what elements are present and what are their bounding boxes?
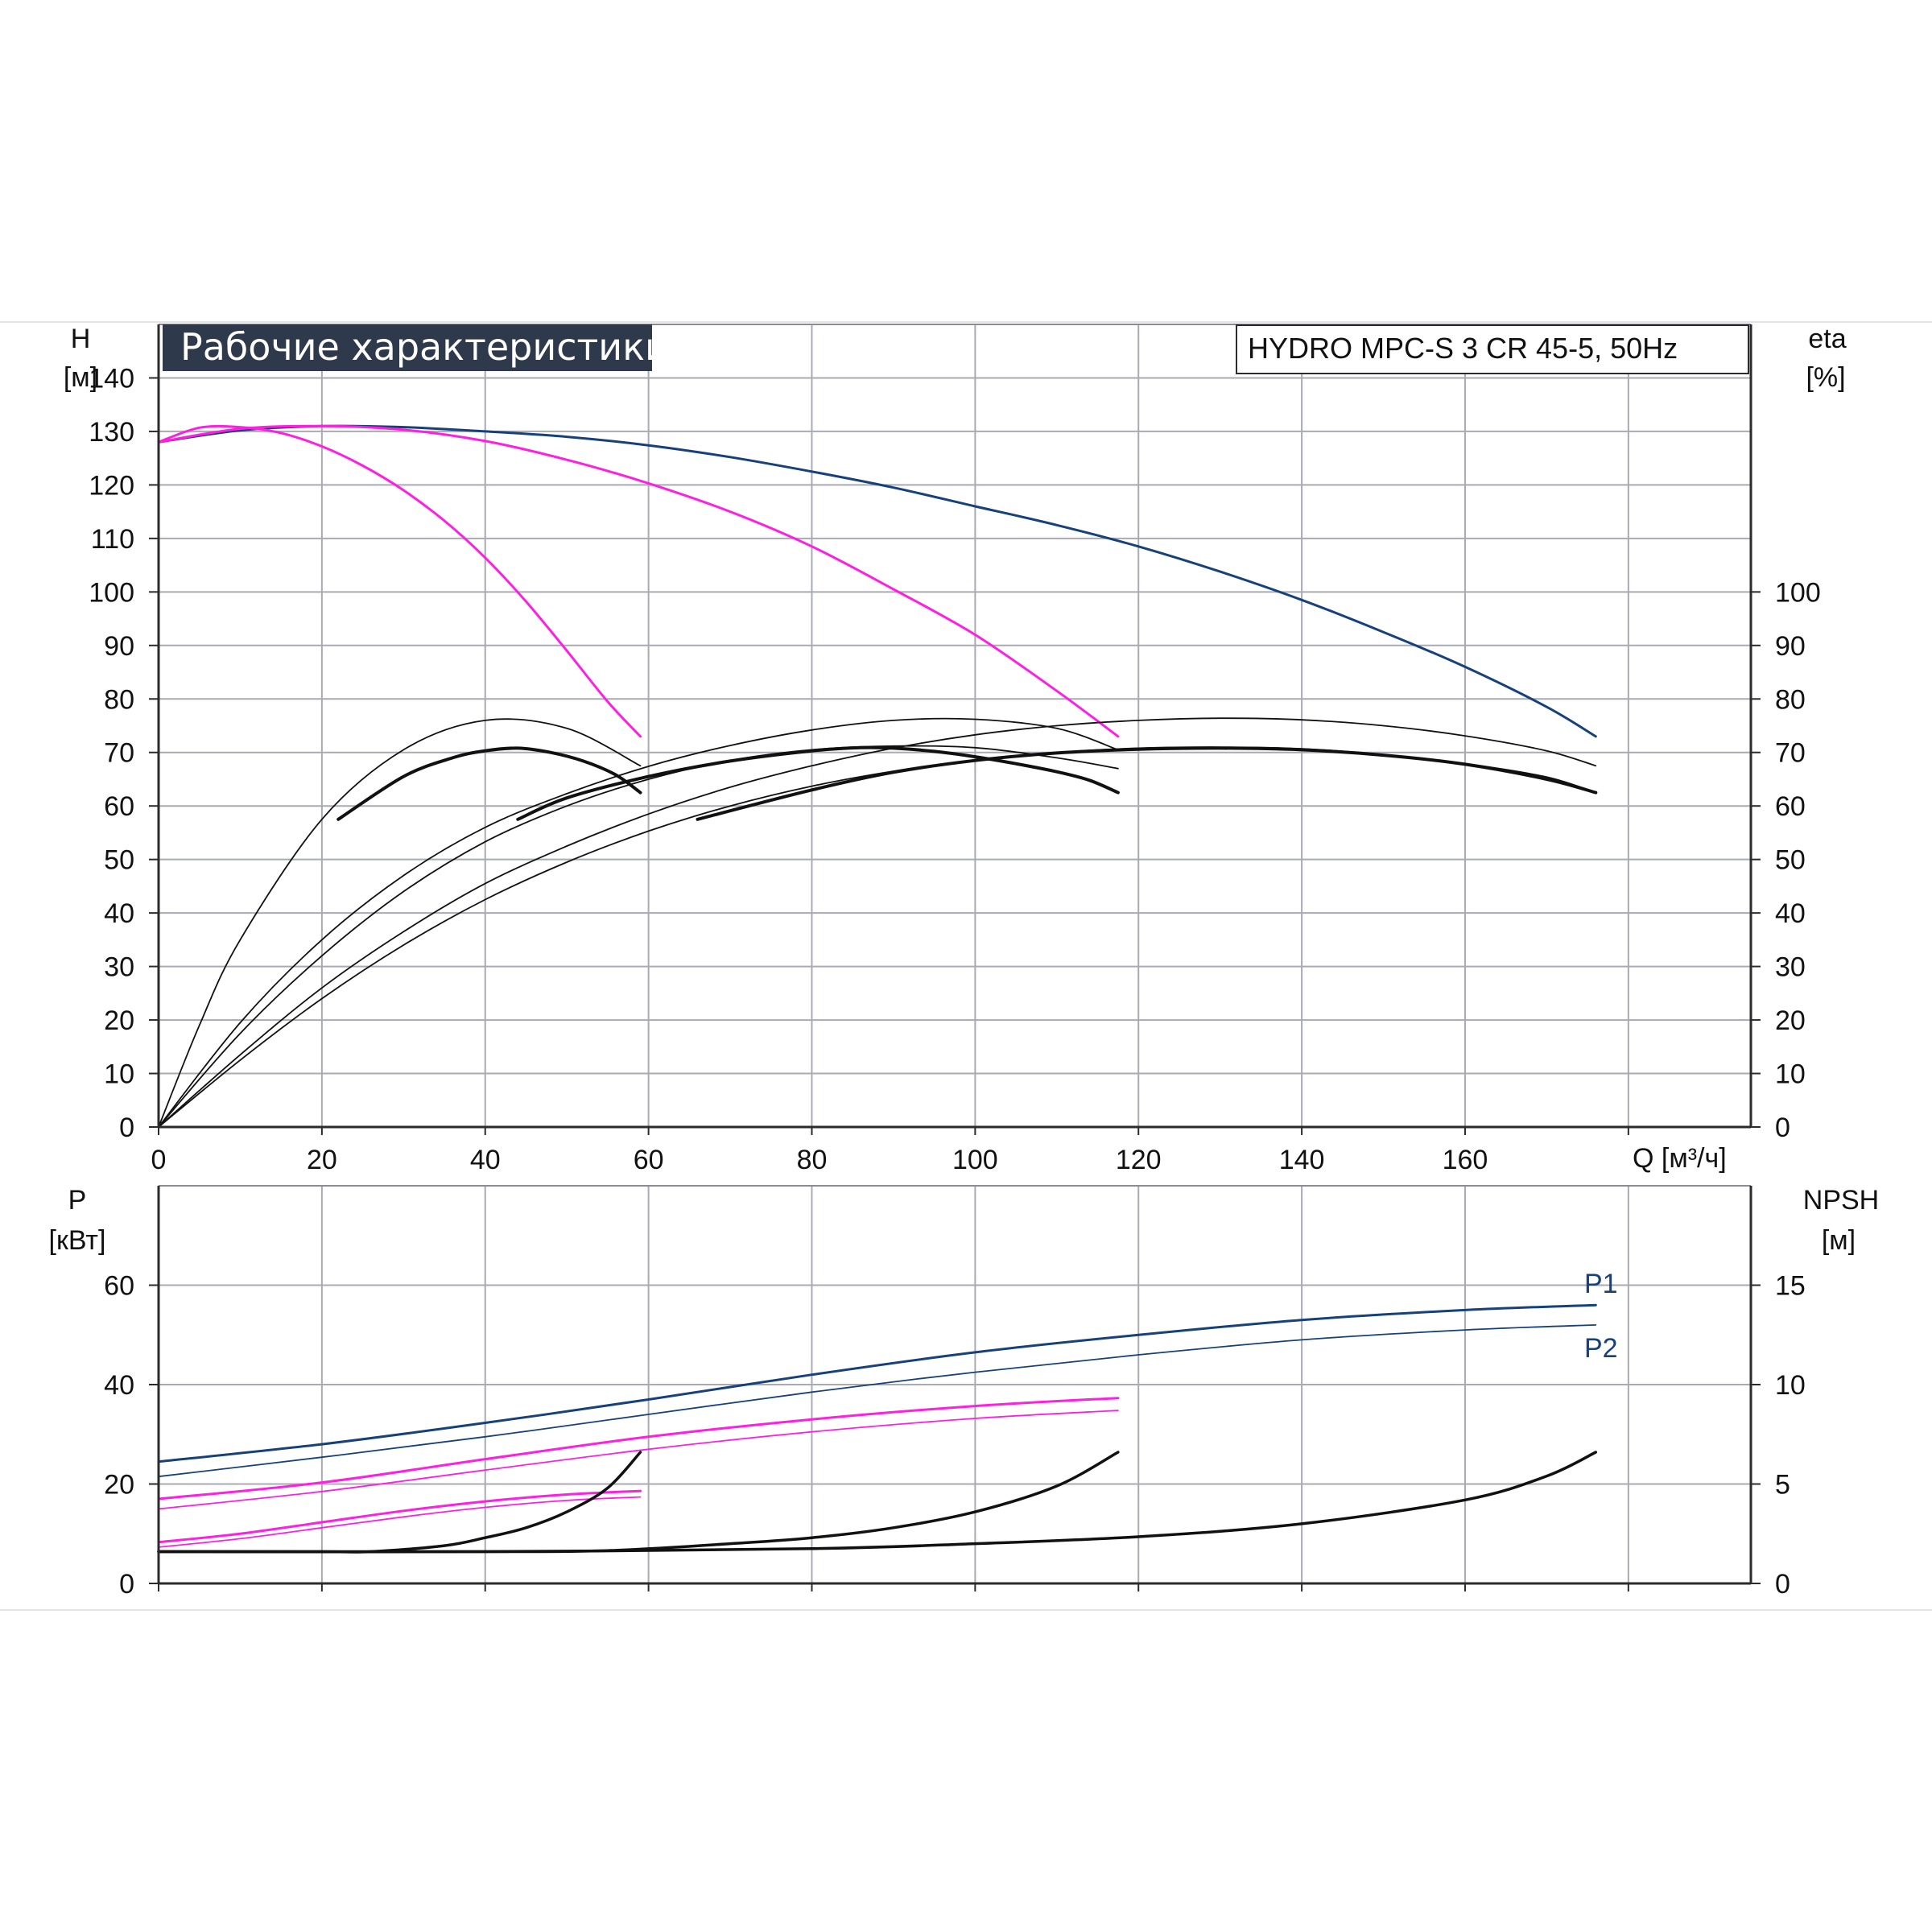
y-right-tick-label: 5 [1775, 1470, 1790, 1501]
y-left-tick-label: 70 [104, 738, 134, 769]
y-left-tick-label: 50 [104, 845, 134, 876]
y-right-unit-npsh: [м] [1822, 1225, 1856, 1256]
y-right-tick-label: 80 [1775, 684, 1806, 715]
efficiency-curve-1-5 [336, 746, 642, 821]
y-right-tick-label: 10 [1775, 1370, 1806, 1401]
head-curve-1-3 [157, 424, 642, 738]
x-tick-label: 120 [1116, 1145, 1162, 1175]
y-right-tick-label: 10 [1775, 1059, 1806, 1090]
x-tick-label: 160 [1443, 1145, 1488, 1175]
series-label-p1: P1 [1584, 1269, 1618, 1299]
y-left-tick-label: 40 [104, 1370, 134, 1401]
head-curve-1-1 [157, 424, 1597, 738]
efficiency-curve-1-11 [158, 746, 1597, 1128]
y-left-tick-label: 60 [104, 791, 134, 822]
y-left-tick-label: 100 [89, 577, 134, 608]
y-right-tick-label: 40 [1775, 898, 1806, 929]
y-left-tick-label: 110 [91, 524, 134, 555]
head-curve-1-2 [157, 424, 1120, 738]
y-left-tick-label: 20 [104, 1005, 134, 1036]
power-panel-axes: 0 20 40 60 0 5 10 15 [104, 1185, 1806, 1600]
x-tick-label: 40 [470, 1145, 501, 1175]
efficiency-curve-1-9 [158, 717, 1597, 1128]
x-tick-label: 100 [952, 1145, 998, 1175]
x-tick-label: 0 [151, 1145, 167, 1175]
x-tick-label: 140 [1279, 1145, 1325, 1175]
chart-title: Рабочие характеристики [180, 325, 669, 369]
x-tick-label: 60 [634, 1145, 664, 1175]
power-curve-2-2 [158, 1324, 1597, 1478]
y-left-unit-head: [м] [64, 362, 97, 393]
y-right-label-npsh: NPSH [1803, 1185, 1879, 1216]
power-curve-2-6 [158, 1496, 642, 1548]
power-panel-curves [157, 1303, 1598, 1554]
y-left-unit-power: [кВт] [49, 1225, 106, 1256]
y-left-tick-label: 80 [104, 684, 134, 715]
y-left-tick-label: 140 [89, 363, 134, 394]
chart-title-box [163, 324, 652, 371]
y-left-tick-label: 0 [119, 1113, 134, 1143]
series-label-p2: P2 [1584, 1333, 1618, 1364]
y-left-tick-label: 130 [89, 417, 134, 448]
y-right-tick-label: 0 [1775, 1569, 1790, 1600]
efficiency-curve-1-4 [158, 718, 642, 1128]
y-right-tick-label: 60 [1775, 791, 1806, 822]
y-left-tick-label: 90 [104, 631, 134, 662]
model-label-box [1236, 324, 1749, 374]
y-left-tick-label: 120 [89, 470, 134, 501]
power-panel-grid [159, 1186, 1751, 1583]
y-right-label-eta: eta [1808, 324, 1846, 354]
y-left-label-power: P [68, 1185, 87, 1216]
y-left-label-head: H [71, 324, 91, 354]
y-right-tick-label: 100 [1775, 577, 1821, 608]
efficiency-curve-1-8 [516, 745, 1120, 821]
y-right-tick-label: 15 [1775, 1271, 1806, 1302]
model-label: HYDRO MPC-S 3 CR 45-5, 50Hz [1248, 332, 1678, 365]
y-right-tick-label: 70 [1775, 738, 1806, 769]
y-left-tick-label: 30 [104, 952, 134, 983]
y-left-tick-label: 0 [119, 1569, 134, 1600]
x-tick-label: 80 [797, 1145, 828, 1175]
efficiency-curve-1-7 [158, 745, 1119, 1128]
y-right-tick-label: 90 [1775, 631, 1806, 662]
y-left-tick-label: 20 [104, 1470, 134, 1501]
y-left-tick-label: 60 [104, 1271, 134, 1302]
power-curve-2-3 [157, 1397, 1120, 1501]
y-left-tick-label: 10 [104, 1059, 134, 1090]
x-tick-label: 20 [307, 1145, 337, 1175]
y-right-tick-label: 30 [1775, 952, 1806, 983]
power-curve-2-4 [158, 1410, 1119, 1510]
y-right-tick-label: 0 [1775, 1113, 1790, 1143]
y-right-unit-eta: [%] [1806, 362, 1845, 393]
y-left-tick-label: 40 [104, 898, 134, 929]
power-curve-2-5 [157, 1489, 642, 1544]
x-axis-unit: Q [м³/ч] [1633, 1143, 1727, 1174]
npsh-curve-2-9 [157, 1451, 1598, 1554]
y-right-tick-label: 50 [1775, 845, 1806, 876]
efficiency-curve-1-6 [158, 717, 1119, 1128]
power-curve-2-1 [157, 1303, 1597, 1463]
head-panel-curves [157, 424, 1598, 1128]
head-panel-grid [159, 324, 1751, 1127]
y-right-tick-label: 20 [1775, 1005, 1806, 1036]
